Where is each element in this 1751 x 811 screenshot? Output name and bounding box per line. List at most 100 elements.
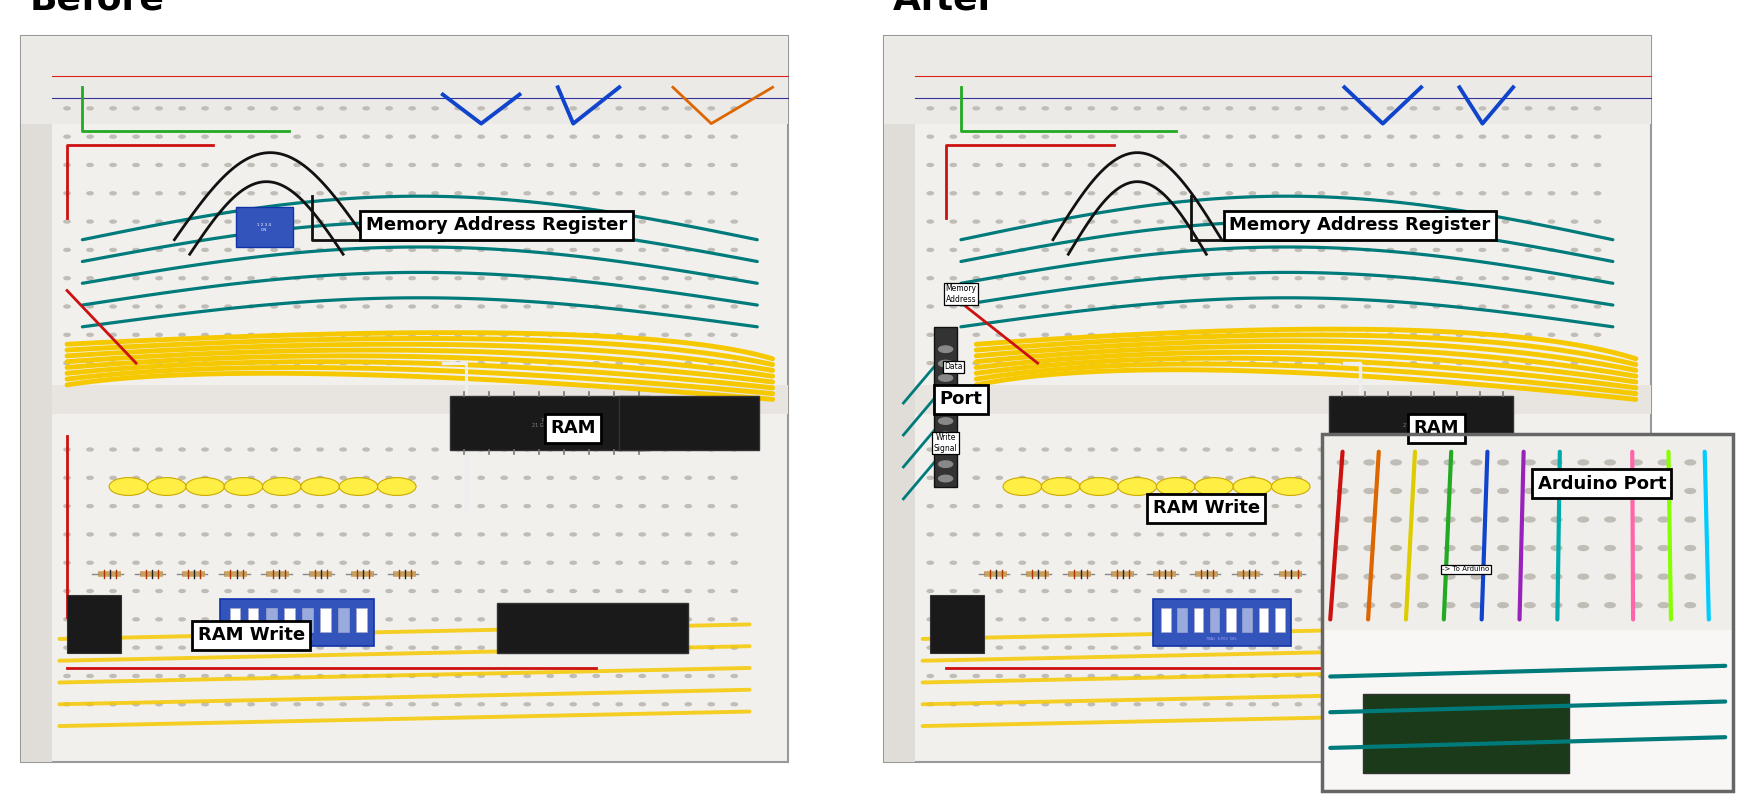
Circle shape xyxy=(1684,488,1695,493)
Circle shape xyxy=(1135,504,1140,508)
Circle shape xyxy=(639,248,646,251)
Circle shape xyxy=(455,107,461,109)
Circle shape xyxy=(133,504,140,508)
Circle shape xyxy=(317,277,324,280)
Circle shape xyxy=(179,590,186,593)
Circle shape xyxy=(88,333,93,337)
Circle shape xyxy=(249,362,254,365)
Circle shape xyxy=(571,305,576,308)
Circle shape xyxy=(1180,192,1187,195)
Circle shape xyxy=(1471,574,1481,579)
Circle shape xyxy=(1595,504,1600,508)
Circle shape xyxy=(362,533,369,536)
Circle shape xyxy=(1087,248,1094,251)
Circle shape xyxy=(1480,107,1485,109)
Circle shape xyxy=(1418,574,1429,579)
Circle shape xyxy=(926,277,933,280)
Circle shape xyxy=(939,346,953,353)
Circle shape xyxy=(1525,220,1532,223)
Circle shape xyxy=(385,135,392,138)
Circle shape xyxy=(63,333,70,337)
Circle shape xyxy=(385,703,392,706)
Circle shape xyxy=(1248,220,1255,223)
Circle shape xyxy=(951,533,956,536)
Circle shape xyxy=(432,561,438,564)
Circle shape xyxy=(1390,603,1401,607)
Circle shape xyxy=(1525,561,1532,564)
Circle shape xyxy=(996,675,1002,677)
Circle shape xyxy=(1457,533,1462,536)
Circle shape xyxy=(1551,517,1562,522)
Bar xyxy=(67,595,121,654)
Circle shape xyxy=(501,220,508,223)
Circle shape xyxy=(1595,135,1600,138)
Circle shape xyxy=(385,107,392,109)
Circle shape xyxy=(362,192,369,195)
Circle shape xyxy=(432,333,438,337)
Circle shape xyxy=(1410,675,1417,677)
Circle shape xyxy=(1180,618,1187,620)
Circle shape xyxy=(1502,448,1509,451)
Circle shape xyxy=(1226,590,1233,593)
Circle shape xyxy=(1410,646,1417,649)
Circle shape xyxy=(1390,574,1401,579)
Circle shape xyxy=(179,248,186,251)
Circle shape xyxy=(1497,603,1508,607)
Circle shape xyxy=(317,646,324,649)
Circle shape xyxy=(524,277,531,280)
Circle shape xyxy=(410,590,415,593)
Circle shape xyxy=(1387,192,1394,195)
Circle shape xyxy=(1457,703,1462,706)
Circle shape xyxy=(1457,305,1462,308)
Bar xyxy=(1383,603,1574,654)
Circle shape xyxy=(1180,305,1187,308)
Circle shape xyxy=(1135,476,1140,479)
Circle shape xyxy=(317,561,324,564)
Circle shape xyxy=(133,618,140,620)
Circle shape xyxy=(294,703,299,706)
Circle shape xyxy=(732,646,737,649)
Circle shape xyxy=(63,590,70,593)
Circle shape xyxy=(1497,574,1508,579)
Circle shape xyxy=(63,362,70,365)
Circle shape xyxy=(147,478,186,496)
Circle shape xyxy=(432,504,438,508)
Circle shape xyxy=(1595,107,1600,109)
Circle shape xyxy=(524,646,531,649)
Circle shape xyxy=(1135,590,1140,593)
Circle shape xyxy=(1203,504,1210,508)
Circle shape xyxy=(639,192,646,195)
Circle shape xyxy=(1065,135,1072,138)
Bar xyxy=(21,36,53,762)
Circle shape xyxy=(571,362,576,365)
Circle shape xyxy=(1341,362,1348,365)
Circle shape xyxy=(1684,546,1695,551)
Circle shape xyxy=(1410,333,1417,337)
Circle shape xyxy=(1502,646,1509,649)
Circle shape xyxy=(1604,517,1614,522)
Circle shape xyxy=(1296,107,1301,109)
Circle shape xyxy=(1135,192,1140,195)
Circle shape xyxy=(1387,362,1394,365)
Circle shape xyxy=(1571,703,1578,706)
Circle shape xyxy=(1387,476,1394,479)
Circle shape xyxy=(1434,703,1439,706)
Circle shape xyxy=(1341,164,1348,166)
Circle shape xyxy=(133,590,140,593)
Circle shape xyxy=(1273,561,1278,564)
Circle shape xyxy=(1480,476,1485,479)
Circle shape xyxy=(317,618,324,620)
Circle shape xyxy=(1296,646,1301,649)
Circle shape xyxy=(616,476,622,479)
Circle shape xyxy=(1112,646,1117,649)
Circle shape xyxy=(501,362,508,365)
Circle shape xyxy=(110,362,116,365)
Circle shape xyxy=(1180,448,1187,451)
Circle shape xyxy=(951,646,956,649)
Circle shape xyxy=(1410,504,1417,508)
Circle shape xyxy=(996,504,1002,508)
Circle shape xyxy=(1410,561,1417,564)
Circle shape xyxy=(1548,248,1555,251)
Bar xyxy=(338,608,348,632)
Circle shape xyxy=(1157,305,1163,308)
